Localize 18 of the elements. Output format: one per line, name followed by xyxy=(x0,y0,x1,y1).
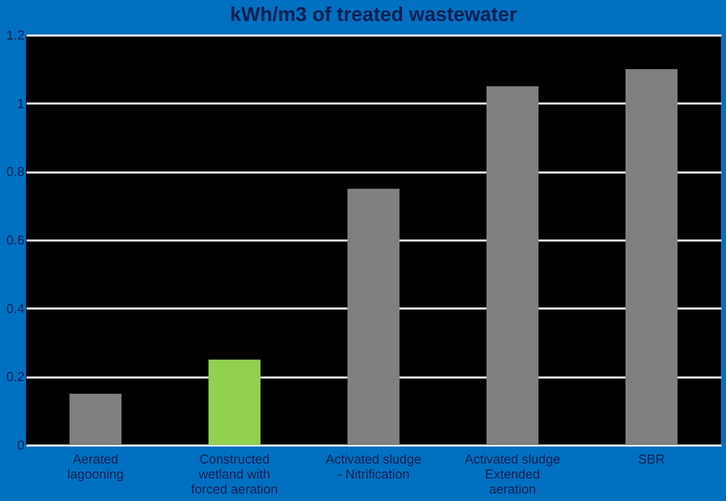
y-tick-label: 0.2 xyxy=(6,369,24,384)
x-tick-label: SBR xyxy=(638,452,665,466)
x-tick-label: Aerated lagooning xyxy=(67,452,124,482)
chart-title: kWh/m3 of treated wastewater xyxy=(230,4,518,26)
y-tick-label: 0.6 xyxy=(6,232,24,248)
bar xyxy=(486,86,538,445)
y-tick-label: 0 xyxy=(17,438,24,452)
y-tick-label: 0.8 xyxy=(6,164,24,180)
y-tick-label: 1.2 xyxy=(6,28,24,42)
bar xyxy=(208,360,260,445)
y-tick-label: 1 xyxy=(17,96,24,111)
bar xyxy=(626,69,678,445)
x-tick-label: Constructed wetland with forced aeration xyxy=(191,452,278,496)
x-tick-label: Activated sludge Extended aeration xyxy=(464,452,560,496)
x-tick-label: Activated sludge - Nitrification xyxy=(326,452,422,482)
bar xyxy=(348,188,400,445)
bar xyxy=(70,394,122,445)
y-tick-label: 0.4 xyxy=(6,300,24,316)
